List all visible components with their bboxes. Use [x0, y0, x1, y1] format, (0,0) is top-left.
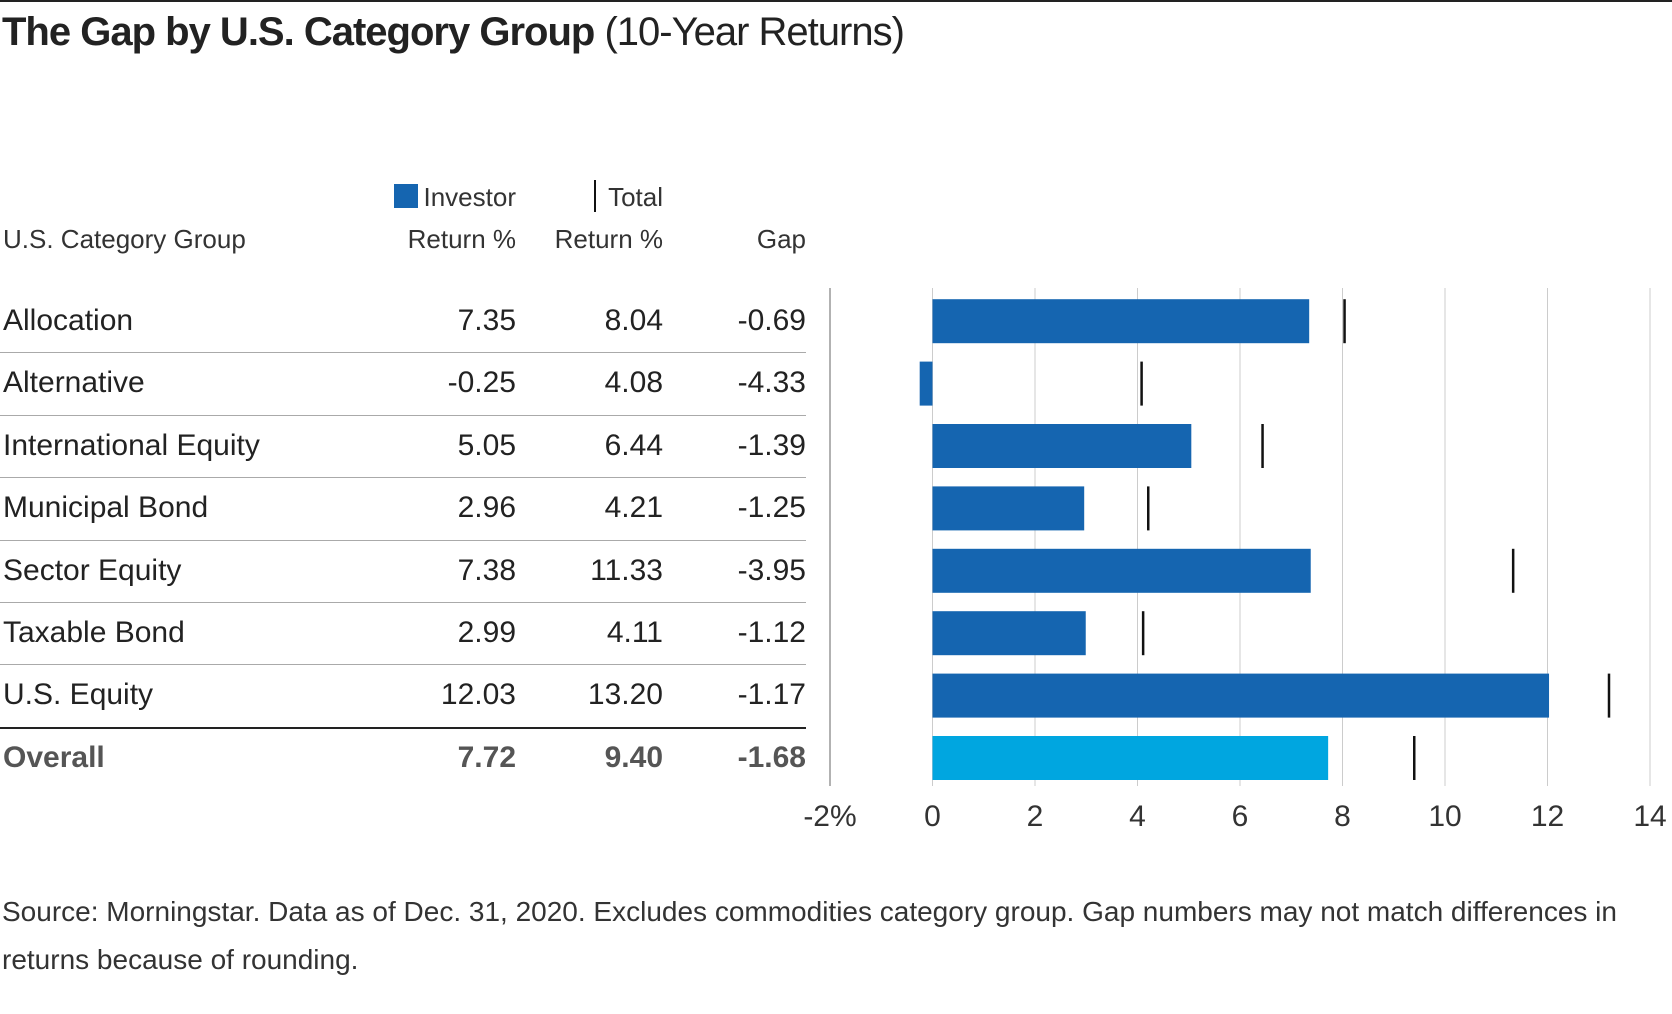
cell-total: 8.04 [604, 304, 663, 337]
cell-total: 9.40 [604, 740, 663, 774]
legend-investor: Investor Return % [376, 176, 516, 260]
x-tick-label: 2 [1027, 800, 1044, 833]
title-block: The Gap by U.S. Category Group (10-Year … [2, 10, 905, 55]
row-label: Sector Equity [3, 553, 182, 587]
cell-gap: -3.95 [737, 553, 806, 587]
cell-gap: -1.39 [737, 428, 806, 462]
cell-investor: -0.25 [447, 366, 516, 400]
cell-total: 4.08 [604, 366, 663, 400]
x-tick-label: 0 [924, 800, 941, 833]
row-separator [0, 414, 806, 416]
legend-label: Total Return % [554, 182, 663, 254]
cell-gap: -1.68 [737, 740, 806, 774]
row-separator [0, 726, 806, 729]
cell-total: 13.20 [587, 678, 663, 712]
x-tick-label: 4 [1129, 800, 1146, 833]
cell-investor: 7.38 [457, 553, 516, 587]
row-separator [0, 664, 806, 666]
row-separator [0, 602, 806, 603]
cell-investor: 7.35 [457, 304, 516, 337]
row-label: Municipal Bond [3, 491, 209, 525]
row-separator [0, 352, 806, 354]
row-label: U.S. Equity [3, 678, 154, 712]
cell-investor: 5.05 [457, 428, 516, 462]
cell-gap: -1.25 [737, 491, 806, 525]
row-label: Taxable Bond [3, 616, 185, 649]
bar [932, 486, 1085, 531]
bar [932, 548, 1311, 593]
cell-total: 4.11 [606, 616, 663, 649]
cell-total: 6.44 [604, 428, 663, 462]
legend-label: Investor Return % [407, 182, 516, 254]
source-note: Source: Morningstar. Data as of Dec. 31,… [2, 896, 1617, 975]
top-rule [0, 0, 1672, 2]
legend-swatch [393, 184, 418, 208]
bar [932, 424, 1192, 468]
bar [932, 611, 1086, 656]
x-tick-label: -2% [803, 800, 856, 833]
row-label: Overall [3, 740, 105, 774]
cell-total: 4.21 [604, 491, 663, 525]
column-header: U.S. Category Group [3, 224, 246, 254]
cell-investor: 7.72 [457, 740, 516, 774]
legend-total: Total Return % [533, 176, 663, 260]
legend-swatch [594, 180, 597, 212]
bar [932, 299, 1310, 344]
chart-subtitle: (10-Year Returns) [604, 10, 904, 54]
cell-investor: 2.96 [457, 491, 516, 525]
x-tick-label: 14 [1633, 800, 1666, 833]
row-separator [0, 477, 806, 479]
row-label: International Equity [3, 428, 260, 462]
bar [932, 736, 1329, 780]
cell-gap: -1.12 [737, 616, 806, 649]
cell-gap: -4.33 [737, 366, 806, 400]
row-separator [0, 539, 806, 541]
x-tick-label: 12 [1531, 800, 1564, 833]
x-tick-label: 10 [1428, 800, 1461, 833]
row-label: Allocation [3, 304, 134, 337]
cell-investor: 12.03 [440, 678, 516, 712]
x-tick-label: 8 [1334, 800, 1351, 833]
row-label: Alternative [3, 366, 145, 400]
chart-title: The Gap by U.S. Category Group [2, 10, 595, 54]
cell-gap: -1.17 [737, 678, 806, 712]
cell-investor: 2.99 [457, 616, 516, 649]
x-tick-label: 6 [1232, 800, 1249, 833]
cell-gap: -0.69 [737, 304, 806, 337]
column-header: Gap [756, 224, 806, 254]
bar [919, 361, 933, 406]
bar [932, 673, 1550, 718]
chart: -2% 0 2 4 6 8 10 12 14 [803, 288, 1667, 833]
cell-total: 11.33 [590, 553, 663, 587]
